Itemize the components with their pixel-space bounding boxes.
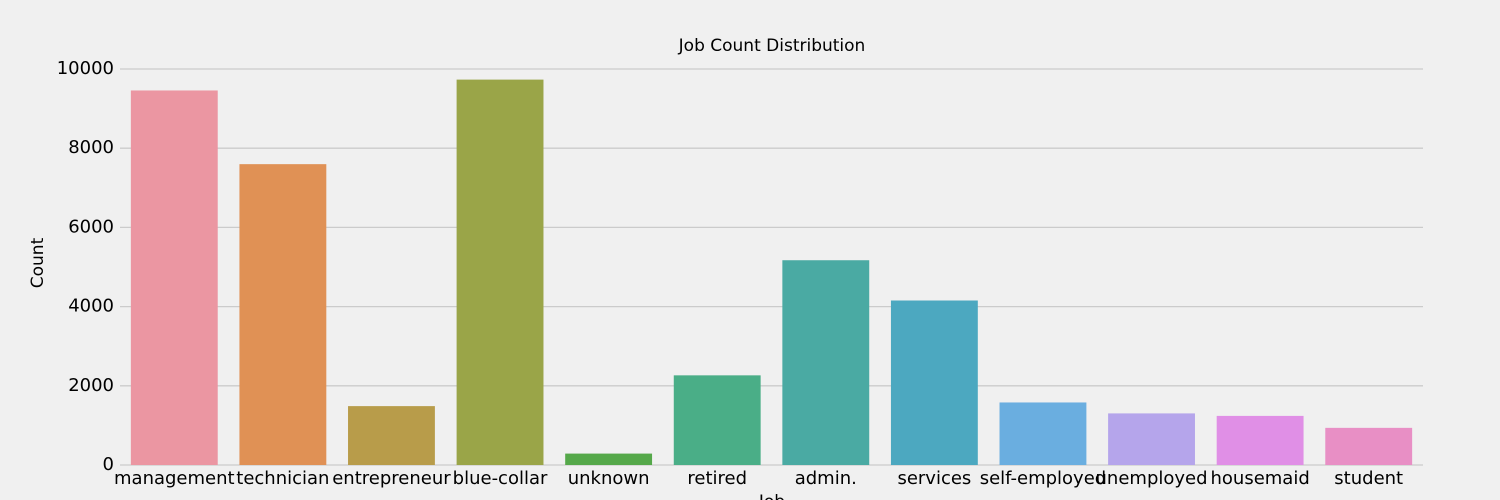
x-tick-label: housemaid xyxy=(1210,468,1309,489)
y-tick-label: 8000 xyxy=(68,137,114,158)
x-tick-label: management xyxy=(114,468,235,489)
x-tick-label: blue-collar xyxy=(453,468,548,489)
bar xyxy=(1216,415,1304,465)
bar xyxy=(348,406,435,465)
bar xyxy=(1325,427,1413,465)
x-tick-label: services xyxy=(897,468,971,489)
x-tick-label: unemployed xyxy=(1096,468,1208,489)
bar xyxy=(999,402,1087,465)
x-tick-label: student xyxy=(1334,468,1403,489)
bar xyxy=(130,90,218,466)
bar xyxy=(673,375,761,465)
x-tick-label: self-employed xyxy=(980,468,1107,489)
chart-title: Job Count Distribution xyxy=(678,36,866,56)
bar xyxy=(1108,413,1195,465)
y-tick-label: 10000 xyxy=(57,58,114,79)
bar xyxy=(239,164,327,465)
x-tick-label: technician xyxy=(236,468,329,489)
y-tick-label: 0 xyxy=(103,454,114,475)
y-tick-label: 6000 xyxy=(68,216,114,237)
y-axis-label: Count xyxy=(28,237,48,288)
y-tick-label: 2000 xyxy=(68,375,114,396)
y-tick-label: 4000 xyxy=(68,296,114,317)
bar xyxy=(782,260,870,465)
x-tick-label: entrepreneur xyxy=(332,468,451,489)
bar xyxy=(890,300,978,465)
x-tick-label: admin. xyxy=(795,468,857,489)
bar xyxy=(456,79,544,466)
x-axis-label: Job xyxy=(758,492,785,500)
x-tick-label: unknown xyxy=(568,468,650,489)
bar xyxy=(565,453,653,465)
x-tick-label: retired xyxy=(687,468,747,489)
